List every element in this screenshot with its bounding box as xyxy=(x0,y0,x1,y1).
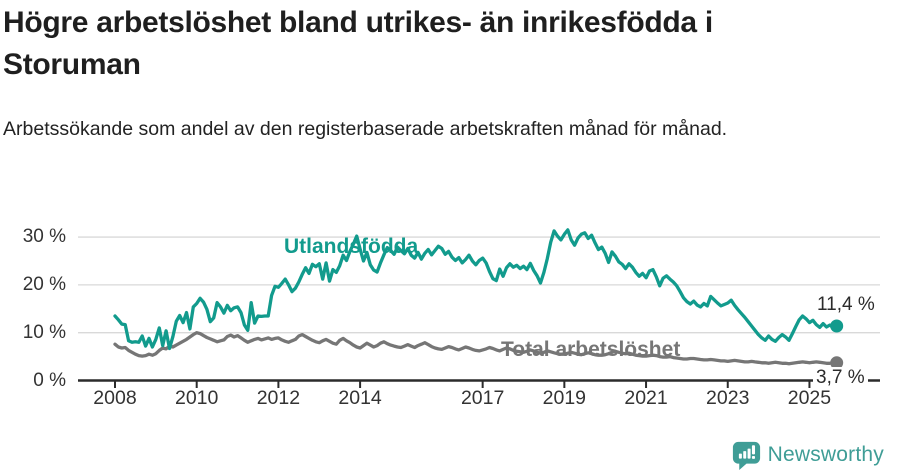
series-label-total-arbetsloshet: Total arbetslöshet xyxy=(501,338,681,361)
end-value-label-total: 3,7 % xyxy=(813,367,868,389)
y-axis-label: 30 % xyxy=(22,226,66,248)
end-value-label-utlandsfodda: 11,4 % xyxy=(817,294,875,315)
series-end-dot-0 xyxy=(830,319,844,333)
x-axis-label: 2019 xyxy=(542,387,587,409)
x-axis-label: 2012 xyxy=(256,387,301,409)
x-axis-label: 2014 xyxy=(338,387,382,409)
x-axis-label: 2017 xyxy=(460,387,505,409)
x-axis-label: 2021 xyxy=(624,387,668,409)
x-axis-label: 2023 xyxy=(706,387,750,409)
chart-subtitle: Arbetssökande som andel av den registerb… xyxy=(3,118,728,140)
x-axis-label: 2008 xyxy=(93,387,137,409)
series-line-0 xyxy=(113,228,839,351)
newsworthy-logo[interactable]: Newsworthy xyxy=(732,440,884,470)
page-title: Högre arbetslöshet bland utrikes- än inr… xyxy=(3,6,713,81)
newsworthy-bar-chart-bubble-icon xyxy=(732,441,760,470)
series-line-1 xyxy=(113,331,839,366)
y-axis-label: 20 % xyxy=(22,273,66,295)
series-end-dot-1 xyxy=(830,356,844,370)
newsworthy-logo-text: Newsworthy xyxy=(767,443,884,466)
x-axis-label: 2010 xyxy=(174,387,219,409)
y-axis-label: 0 % xyxy=(33,369,66,391)
x-axis-label: 2025 xyxy=(787,387,832,409)
y-axis-label: 10 % xyxy=(22,321,66,343)
series-label-utlandsfodda: Utlandsfödda xyxy=(284,235,419,258)
